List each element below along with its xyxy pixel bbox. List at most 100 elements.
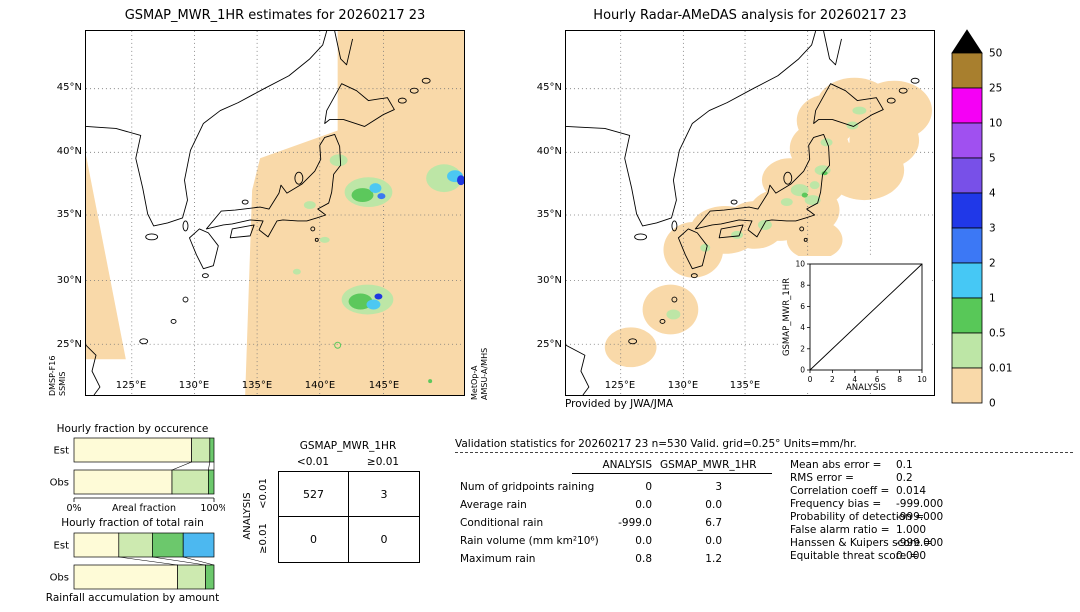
- metric-value: 0.000: [896, 550, 927, 562]
- bar-connector: [152, 556, 206, 566]
- total-rain-chart-title: Hourly fraction of total rain: [61, 517, 204, 529]
- stats-gsmap-value: 0.0: [705, 535, 722, 547]
- contingency-cell: 0: [380, 533, 388, 546]
- axis-min-label: 0%: [66, 503, 81, 514]
- bar-connector: [183, 556, 215, 566]
- colorbar-segment: [951, 332, 983, 369]
- bar-connector: [208, 461, 211, 471]
- colorbar-segment: [951, 52, 983, 89]
- radar-coverage-overlay: [604, 77, 932, 368]
- contingency-cell: 3: [349, 472, 419, 517]
- stats-gsmap-value: 0.0: [705, 499, 722, 511]
- colorbar-over-triangle: [951, 29, 983, 54]
- metric-label: RMS error =: [790, 472, 854, 484]
- inset-y-tick: 8: [800, 281, 805, 290]
- total-rain-bar-chart: Est Obs: [50, 532, 215, 590]
- bar-segment: [209, 437, 215, 463]
- stats-analysis-value: 0: [645, 481, 652, 493]
- lat-label: 25°N: [536, 339, 562, 350]
- inset-x-tick: 8: [897, 375, 902, 384]
- dashed-divider: [455, 452, 1073, 453]
- metric-label: Frequency bias =: [790, 498, 882, 510]
- contingency-cell: 527: [279, 472, 349, 517]
- lat-label: 25°N: [56, 339, 82, 350]
- colorbar-segment: [951, 87, 983, 124]
- lat-label: 40°N: [56, 146, 82, 157]
- inset-x-tick: 2: [830, 375, 835, 384]
- colorbar-segment: [951, 122, 983, 159]
- stats-row-label: Maximum rain: [460, 553, 536, 565]
- total-rain-chart-footer: Rainfall accumulation by amount: [45, 592, 220, 604]
- stats-row-label: Rain volume (mm km²10⁶): [460, 535, 599, 547]
- contingency-col-header: ≥0.01: [366, 456, 400, 468]
- colorbar-tick-label: 50: [989, 48, 1002, 60]
- bar-segment: [73, 564, 178, 590]
- left-map-canvas: [86, 31, 464, 395]
- precip-cells: [292, 154, 464, 384]
- colorbar-tick-label: 4: [989, 188, 996, 200]
- bar-segment: [171, 469, 209, 495]
- lon-label: 125°E: [115, 380, 147, 391]
- bar-row-label: Obs: [50, 573, 69, 584]
- stats-row-label: Conditional rain: [460, 517, 544, 529]
- colorbar-tick-label: 0.5: [989, 328, 1006, 340]
- colorbar-tick-label: 0.01: [989, 363, 1012, 375]
- bar-row-label: Est: [54, 541, 70, 552]
- inset-x-tick: 6: [875, 375, 880, 384]
- stats-col-header: GSMAP_MWR_1HR: [660, 459, 757, 471]
- lon-label: 135°E: [729, 380, 761, 391]
- stats-analysis-value: 0.8: [635, 553, 652, 565]
- inset-y-tick: 6: [800, 302, 805, 311]
- colorbar-segment: [951, 262, 983, 299]
- occurrence-bar-chart: Est Obs 0% Areal fraction 100%: [50, 437, 225, 514]
- colorbar-segment: [951, 297, 983, 334]
- bar-row-label: Obs: [50, 478, 69, 489]
- stats-analysis-value: 0.0: [635, 499, 652, 511]
- metric-label: Equitable threat score =: [790, 550, 919, 562]
- bar-segment: [205, 564, 215, 590]
- header-underline: [572, 473, 772, 474]
- stats-analysis-value: 0.0: [635, 535, 652, 547]
- bar-segment: [73, 437, 192, 463]
- contingency-table: 527 3 0 0: [278, 471, 420, 563]
- lat-label: 30°N: [536, 275, 562, 286]
- bar-segment: [73, 469, 173, 495]
- occurrence-chart-title: Hourly fraction by occurence: [56, 423, 209, 435]
- colorbar-segment: [951, 227, 983, 264]
- inset-y-tick: 4: [800, 323, 805, 332]
- metric-label: Probability of detection =: [790, 511, 925, 523]
- inset-x-tick: 4: [852, 375, 857, 384]
- colorbar-tick-label: 2: [989, 258, 996, 270]
- lat-label: 45°N: [56, 82, 82, 93]
- lat-label: 40°N: [536, 146, 562, 157]
- sensor-label-amsu: AMSU-A/MHS: [480, 347, 489, 400]
- stats-analysis-value: -999.0: [618, 517, 652, 529]
- stats-gsmap-value: 3: [715, 481, 722, 493]
- contingency-row-header: <0.01: [258, 478, 269, 509]
- bar-segment: [191, 437, 211, 463]
- coastlines: [566, 31, 920, 395]
- lon-label: 140°E: [304, 380, 336, 391]
- lat-label: 35°N: [536, 209, 562, 220]
- scatter-inset: 00 2 2 4 4 6 6 8 8 10 10 ANALYSIS GSMAP_MWR_1HR: [780, 256, 930, 392]
- inset-y-tick: 10: [795, 260, 805, 269]
- one-to-one-line: [809, 263, 923, 371]
- data-credit: Provided by JWA/JMA: [565, 398, 674, 410]
- satellite-swath-overlay: [86, 31, 464, 395]
- precip-cells: [666, 106, 867, 320]
- metric-value: -999.000: [896, 511, 944, 523]
- left-map-title: GSMAP_MWR_1HR estimates for 20260217 23: [124, 8, 426, 23]
- colorbar-segment: [951, 157, 983, 194]
- contingency-col-header: <0.01: [296, 456, 330, 468]
- bar-connector: [171, 461, 192, 471]
- inset-y-tick: 0: [800, 366, 805, 375]
- contingency-row-axis: ANALYSIS: [242, 492, 253, 540]
- colorbar-tick-label: 1: [989, 293, 996, 305]
- stats-row-label: Num of gridpoints raining: [460, 481, 595, 493]
- lat-label: 30°N: [56, 275, 82, 286]
- inset-y-tick: 2: [800, 344, 805, 353]
- contingency-row-header: ≥0.01: [258, 523, 269, 554]
- bar-segment: [118, 532, 153, 558]
- bar-segment: [73, 532, 120, 558]
